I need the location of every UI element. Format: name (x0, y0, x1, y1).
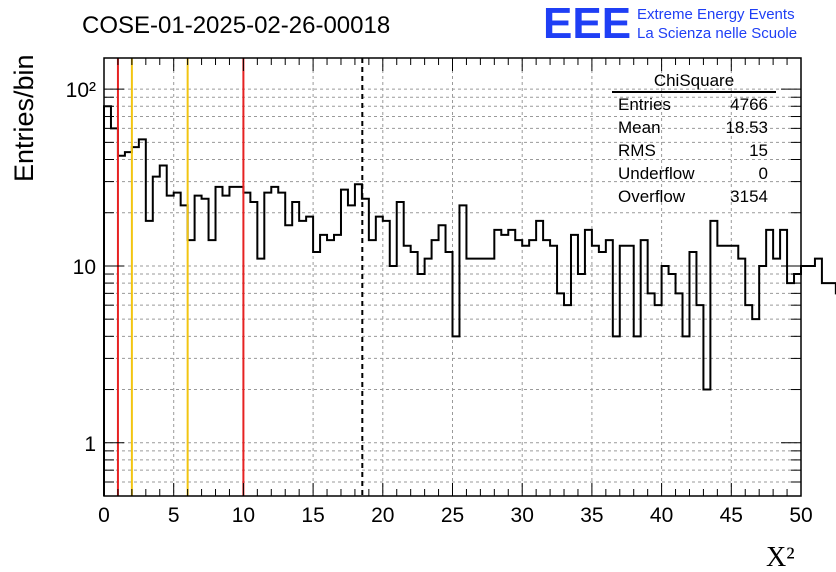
stats-value-rms: 15 (749, 141, 768, 160)
x-axis-label: X² (766, 542, 795, 572)
stats-value-underflow: 0 (759, 164, 768, 183)
y-tick-label: 10 (73, 256, 96, 279)
logo-line1: Extreme Energy Events (637, 6, 795, 23)
x-tick-label: 5 (168, 504, 180, 527)
eee-logo: EEE Extreme Energy Events La Scienza nel… (543, 0, 797, 48)
y-tick-label: 1 (84, 433, 96, 456)
stats-label-rms: RMS (618, 141, 656, 160)
x-tick-label: 40 (650, 504, 673, 527)
x-tick-label: 20 (371, 504, 394, 527)
x-tick-label: 30 (511, 504, 534, 527)
histogram-outline (103, 105, 836, 496)
stats-value-entries: 4766 (730, 95, 768, 114)
x-tick-label: 35 (580, 504, 603, 527)
stats-label-entries: Entries (618, 95, 671, 114)
logo-line2: La Scienza nelle Scuole (637, 25, 797, 42)
chart-title: COSE-01-2025-02-26-00018 (82, 12, 390, 39)
x-tick-label: 10 (232, 504, 255, 527)
y-tick-label: 10² (66, 79, 96, 102)
y-axis-label: Entries/bin (9, 54, 39, 182)
x-tick-label: 45 (720, 504, 743, 527)
stats-label-mean: Mean (618, 118, 661, 137)
stats-title: ChiSquare (654, 71, 734, 90)
x-tick-label: 15 (301, 504, 324, 527)
stats-box: ChiSquare Entries 4766 Mean 18.53 RMS 15… (612, 71, 776, 206)
threshold-lines (116, 58, 364, 496)
stats-label-underflow: Underflow (618, 164, 695, 183)
stats-label-overflow: Overflow (618, 187, 686, 206)
stats-value-overflow: 3154 (730, 187, 768, 206)
x-tick-label: 50 (789, 504, 812, 527)
histogram-series (103, 105, 836, 496)
axes: 0 5 10 15 20 25 30 35 40 45 50 1 10 10² (66, 57, 813, 527)
stats-value-mean: 18.53 (725, 118, 768, 137)
logo-mark: EEE (543, 0, 631, 48)
x-tick-label: 25 (441, 504, 464, 527)
x-tick-label: 0 (98, 504, 110, 527)
